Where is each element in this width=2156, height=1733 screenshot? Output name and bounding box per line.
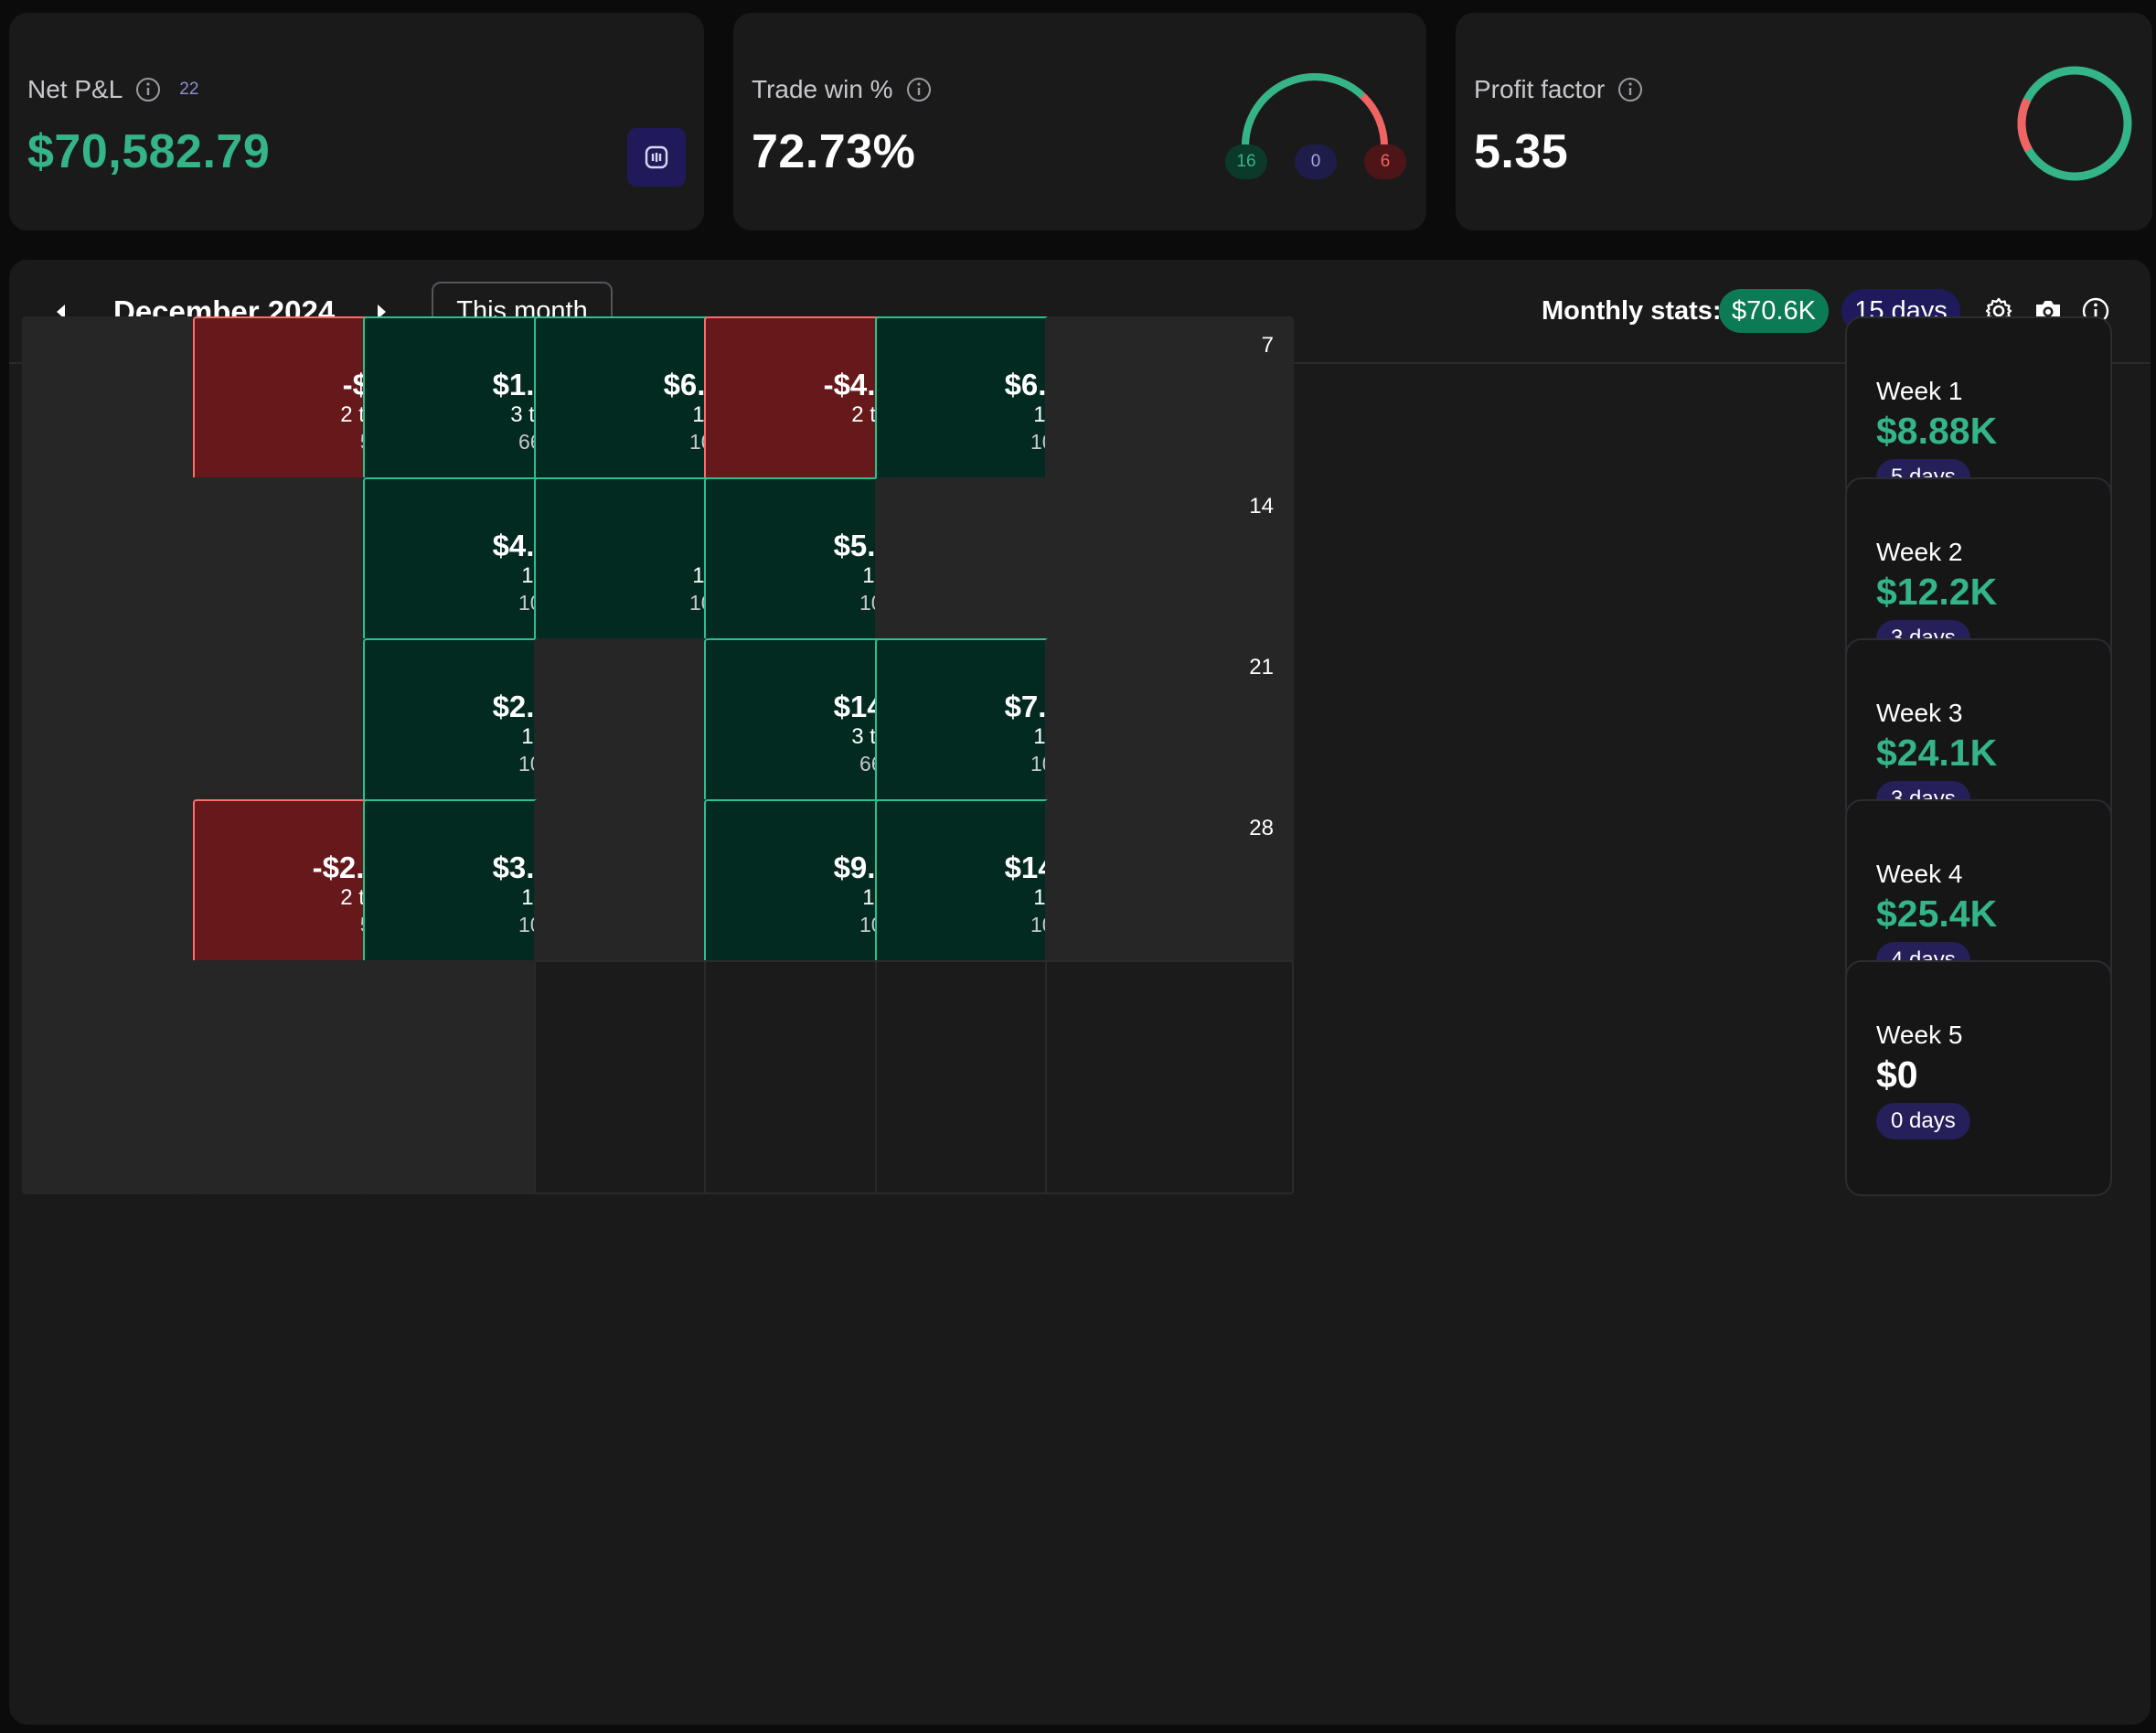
net-pnl-card: Net P&L 22 $70,582.79 (9, 13, 704, 230)
week-summary-5: Week 5 $0 0 days (1845, 960, 2112, 1196)
profit-factor-ring (2017, 66, 2132, 181)
trade-win-title-row: Trade win % (752, 75, 932, 104)
trade-win-card: Trade win % 72.73% 16 0 6 (733, 13, 1426, 230)
losses-badge: 6 (1364, 144, 1406, 179)
chevron-left-icon (57, 305, 65, 319)
profit-factor-title: Profit factor (1474, 75, 1606, 103)
trade-win-value: 72.73% (752, 125, 916, 178)
week-pnl: $0 (1876, 1054, 1918, 1096)
day-number: 21 (1249, 655, 1274, 679)
chevron-right-icon (378, 305, 386, 319)
menu-icon (645, 145, 668, 169)
profit-factor-card: Profit factor 5.35 (1456, 13, 2152, 230)
week-pnl: $24.1K (1876, 732, 1998, 774)
info-icon[interactable] (906, 77, 932, 102)
week-pnl: $8.88K (1876, 410, 1998, 452)
monthly-stats-label: Monthly stats: (1542, 296, 1722, 326)
monthly-pnl-badge: $70.6K (1719, 289, 1829, 333)
week-label: Week 3 (1876, 699, 1963, 727)
profit-factor-value: 5.35 (1474, 125, 1569, 178)
profit-factor-title-row: Profit factor (1474, 75, 1643, 104)
prev-month-button[interactable] (46, 296, 77, 327)
net-pnl-value: $70,582.79 (27, 125, 271, 178)
calendar-panel: December 2024 This month Monthly stats: … (9, 260, 2151, 1725)
net-pnl-title: Net P&L (27, 75, 123, 103)
menu-button[interactable] (627, 128, 686, 187)
trade-win-title: Trade win % (752, 75, 893, 103)
next-month-button[interactable] (366, 296, 397, 327)
info-icon[interactable] (1617, 77, 1643, 102)
wins-badge: 16 (1225, 144, 1267, 179)
camera-icon (2036, 301, 2060, 321)
screenshot-button[interactable] (2032, 294, 2065, 327)
day-number: 7 (1261, 333, 1274, 358)
empty-day-cell (1045, 960, 1294, 1194)
week-label: Week 2 (1876, 538, 1963, 566)
week-pnl: $12.2K (1876, 571, 1998, 613)
week-label: Week 5 (1876, 1021, 1963, 1049)
win-rate-gauge (1242, 73, 1388, 150)
info-icon[interactable] (135, 77, 161, 102)
trade-count-badge: 22 (179, 80, 199, 99)
week-label: Week 4 (1876, 860, 1963, 888)
breakeven-badge: 0 (1295, 144, 1337, 179)
day-number: 14 (1249, 494, 1274, 519)
net-pnl-title-row: Net P&L 22 (27, 75, 198, 104)
day-number: 28 (1249, 816, 1274, 840)
week-days-badge: 0 days (1876, 1103, 1970, 1139)
week-label: Week 1 (1876, 377, 1963, 405)
week-pnl: $25.4K (1876, 893, 1998, 935)
